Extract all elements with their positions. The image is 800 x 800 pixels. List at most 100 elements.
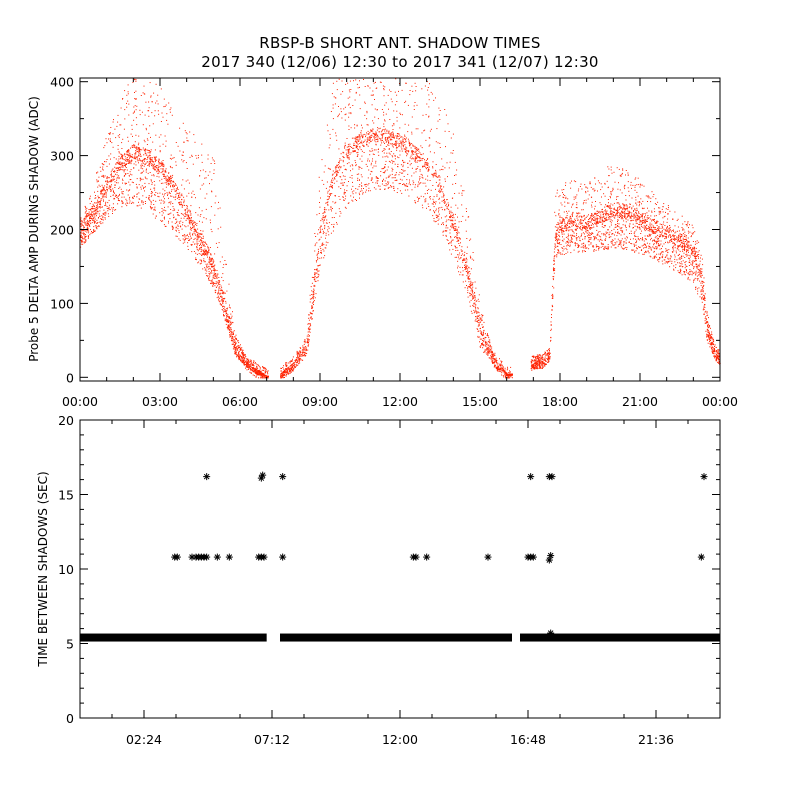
data-point — [451, 223, 453, 225]
data-point — [223, 313, 224, 315]
data-point — [499, 369, 501, 371]
data-point — [206, 266, 208, 268]
data-point — [93, 205, 95, 207]
data-point — [200, 245, 202, 247]
data-point — [201, 233, 203, 235]
data-point — [354, 127, 356, 129]
data-point — [469, 271, 471, 272]
data-point — [239, 347, 241, 349]
data-point — [83, 218, 85, 220]
data-point — [398, 157, 400, 159]
data-point — [444, 180, 446, 182]
data-point — [507, 372, 509, 374]
data-point — [425, 164, 427, 166]
data-point — [384, 166, 386, 168]
data-point — [388, 136, 390, 138]
data-point — [387, 166, 389, 168]
data-point — [393, 137, 394, 139]
data-point — [175, 227, 177, 229]
data-point — [176, 188, 178, 190]
data-point — [229, 317, 231, 319]
data-point — [139, 204, 141, 206]
data-point — [317, 280, 319, 282]
data-point — [371, 171, 373, 173]
data-point — [324, 210, 326, 212]
data-point — [124, 175, 126, 176]
data-point — [375, 182, 377, 184]
data-point — [84, 241, 86, 243]
data-point — [153, 163, 155, 165]
data-point — [375, 165, 377, 167]
data-point — [213, 282, 215, 284]
data-point — [151, 192, 153, 194]
data-point — [184, 213, 186, 214]
data-point — [115, 209, 117, 211]
data-point — [280, 370, 282, 372]
data-point — [490, 358, 492, 360]
data-point — [183, 141, 185, 143]
data-point — [319, 230, 321, 232]
data-point — [182, 122, 184, 124]
data-point — [171, 221, 173, 223]
data-point — [266, 375, 267, 377]
data-point — [323, 171, 325, 173]
data-point — [246, 361, 248, 363]
data-point — [164, 169, 166, 171]
data-point — [136, 196, 138, 198]
data-point — [100, 221, 102, 223]
data-point — [404, 161, 406, 163]
data-point — [131, 159, 133, 161]
data-point — [307, 339, 308, 341]
data-point — [228, 321, 229, 323]
data-point — [229, 304, 230, 306]
data-point — [193, 228, 195, 230]
data-point — [221, 298, 223, 300]
data-point — [106, 176, 108, 178]
data-point — [111, 180, 113, 182]
data-point — [507, 366, 508, 368]
data-point — [489, 357, 491, 359]
data-point — [205, 251, 207, 253]
data-point — [245, 364, 247, 366]
data-point — [147, 139, 149, 141]
data-point — [160, 163, 162, 164]
data-point — [165, 225, 167, 227]
data-point — [299, 347, 301, 349]
data-point — [465, 219, 467, 221]
data-point — [393, 110, 395, 112]
data-point — [122, 193, 124, 195]
data-point — [137, 147, 139, 148]
data-point — [297, 351, 299, 353]
data-point — [473, 303, 475, 305]
data-point — [84, 205, 86, 207]
data-point — [309, 294, 311, 296]
data-point — [307, 331, 309, 333]
data-point — [197, 214, 199, 216]
data-point — [483, 341, 485, 343]
data-point — [361, 167, 363, 169]
data-point — [344, 142, 346, 144]
data-point — [289, 369, 290, 371]
data-point — [511, 373, 513, 375]
data-point — [413, 181, 415, 183]
data-point — [119, 124, 121, 126]
data-point — [337, 170, 339, 172]
data-point — [150, 203, 152, 205]
data-point — [114, 198, 116, 200]
data-point — [157, 192, 159, 194]
data-point — [162, 160, 164, 161]
data-point — [302, 349, 304, 351]
data-point — [232, 337, 234, 339]
data-point — [198, 207, 200, 209]
data-point — [503, 370, 505, 372]
data-point — [282, 371, 284, 373]
data-point — [193, 222, 195, 224]
data-point — [112, 203, 114, 205]
data-point — [195, 259, 197, 260]
data-point — [374, 135, 376, 137]
data-point — [473, 259, 475, 261]
data-point — [130, 169, 132, 171]
data-point — [140, 207, 142, 209]
data-point — [401, 169, 403, 170]
data-point — [186, 168, 188, 169]
